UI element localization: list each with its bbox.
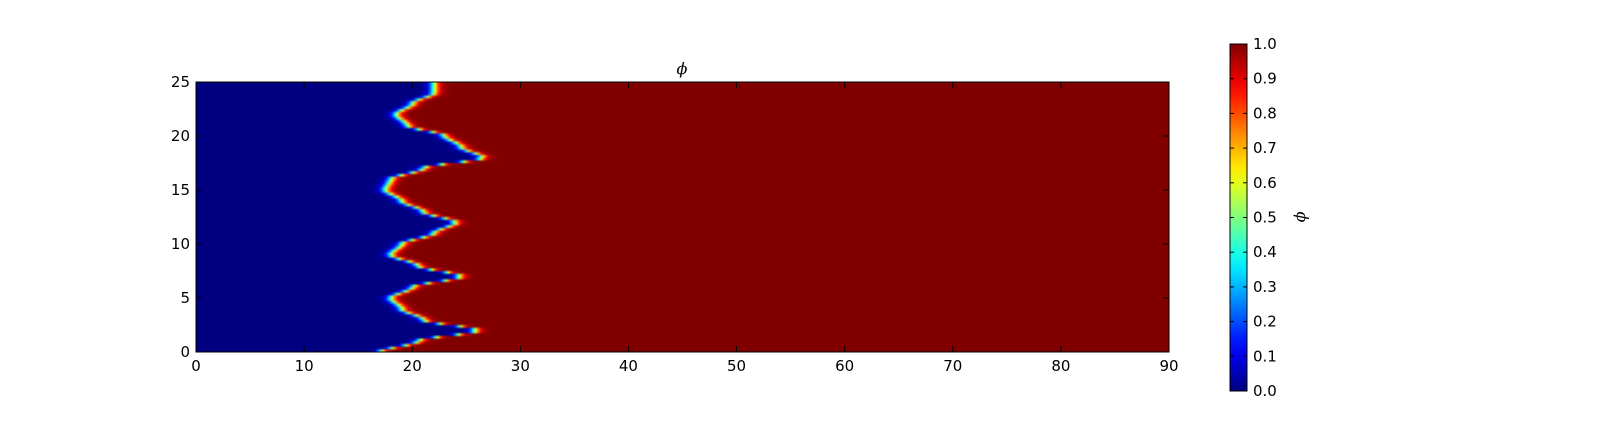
x-tick-label: 0 [191, 357, 201, 375]
colorbar-gradient [1230, 44, 1247, 391]
y-tick-label: 25 [171, 73, 190, 91]
heatmap-plot [195, 81, 1170, 353]
x-tick-label: 50 [727, 357, 746, 375]
x-tick-label: 60 [835, 357, 854, 375]
colorbar-tick-label: 0.7 [1253, 139, 1277, 157]
y-tick-label: 10 [171, 235, 190, 253]
colorbar-tick-label: 0.0 [1253, 382, 1277, 400]
y-tick-label: 15 [171, 181, 190, 199]
y-axis: 0 5 10 15 20 25 [171, 73, 1169, 361]
x-tick-label: 30 [511, 357, 530, 375]
colorbar-tick-label: 0.8 [1253, 104, 1277, 122]
x-tick-label: 10 [295, 357, 314, 375]
x-axis: 0 10 20 30 40 50 60 70 80 90 [191, 82, 1179, 375]
colorbar-tick-label: 0.3 [1253, 278, 1277, 296]
x-tick-label: 20 [403, 357, 422, 375]
heatmap-image [196, 82, 1169, 352]
y-tick-label: 20 [171, 127, 190, 145]
x-tick-label: 70 [943, 357, 962, 375]
plot-frame [195, 81, 1170, 353]
x-tick-label: 90 [1159, 357, 1178, 375]
y-tick-label: 0 [180, 343, 190, 361]
colorbar-tick-label: 1.0 [1253, 35, 1277, 53]
colorbar-tick-label: 0.9 [1253, 70, 1277, 88]
colorbar-tick-label: 0.4 [1253, 243, 1277, 261]
colorbar-tick-label: 0.1 [1253, 347, 1277, 365]
x-tick-label: 40 [619, 357, 638, 375]
colorbar-label: ϕ [1293, 212, 1312, 223]
x-tick-label: 80 [1051, 357, 1070, 375]
colorbar-tick-label: 0.2 [1253, 313, 1277, 331]
colorbar-tick-label: 0.5 [1253, 209, 1277, 227]
colorbar-ticks: 0.0 0.1 0.2 0.3 0.4 0.5 0.6 0.7 0.8 0.9 1.0 [1230, 35, 1277, 400]
colorbar: 0.0 0.1 0.2 0.3 0.4 0.5 0.6 0.7 0.8 0.9 1.0 ϕ [1229, 35, 1312, 400]
colorbar-tick-label: 0.6 [1253, 174, 1277, 192]
chart-title: ϕ [677, 59, 688, 78]
y-tick-label: 5 [180, 289, 190, 307]
